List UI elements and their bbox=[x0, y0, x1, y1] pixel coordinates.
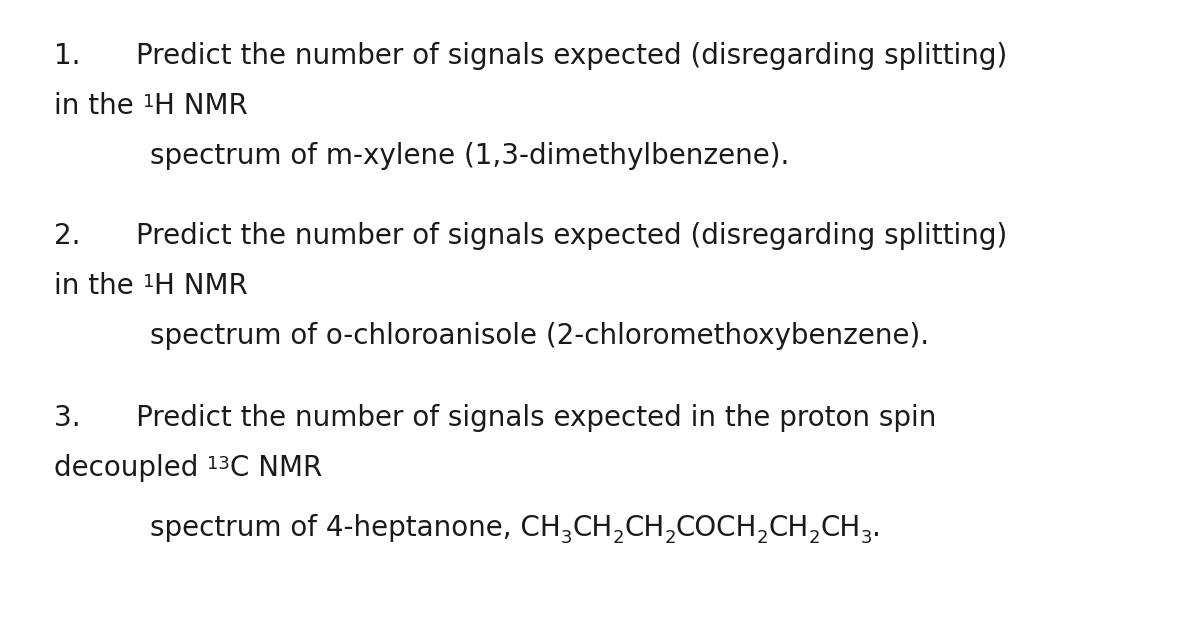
Text: 2.  Predict the number of signals expected (disregarding splitting): 2. Predict the number of signals expecte… bbox=[54, 222, 1007, 250]
Text: H NMR: H NMR bbox=[154, 92, 247, 120]
Text: in the: in the bbox=[54, 272, 143, 300]
Text: 3: 3 bbox=[860, 529, 872, 547]
Text: 2: 2 bbox=[665, 529, 676, 547]
Text: 3: 3 bbox=[560, 529, 572, 547]
Text: 2: 2 bbox=[612, 529, 624, 547]
Text: CH: CH bbox=[572, 514, 612, 542]
Text: 13: 13 bbox=[208, 455, 230, 473]
Text: 2: 2 bbox=[809, 529, 821, 547]
Text: CH: CH bbox=[821, 514, 860, 542]
Text: COCH: COCH bbox=[676, 514, 757, 542]
Text: 1.  Predict the number of signals expected (disregarding splitting): 1. Predict the number of signals expecte… bbox=[54, 42, 1007, 70]
Text: decoupled: decoupled bbox=[54, 454, 208, 482]
Text: 3.  Predict the number of signals expected in the proton spin: 3. Predict the number of signals expecte… bbox=[54, 404, 936, 432]
Text: C NMR: C NMR bbox=[230, 454, 323, 482]
Text: 1: 1 bbox=[143, 273, 154, 291]
Text: CH: CH bbox=[624, 514, 665, 542]
Text: 2: 2 bbox=[757, 529, 769, 547]
Text: 1: 1 bbox=[143, 93, 154, 111]
Text: CH: CH bbox=[769, 514, 809, 542]
Text: spectrum of 4-heptanone, CH: spectrum of 4-heptanone, CH bbox=[150, 514, 560, 542]
Text: in the: in the bbox=[54, 92, 143, 120]
Text: .: . bbox=[872, 514, 881, 542]
Text: spectrum of o-chloroanisole (2-chloromethoxybenzene).: spectrum of o-chloroanisole (2-chloromet… bbox=[150, 322, 929, 350]
Text: spectrum of m-xylene (1,3-dimethylbenzene).: spectrum of m-xylene (1,3-dimethylbenzen… bbox=[150, 142, 790, 170]
Text: H NMR: H NMR bbox=[154, 272, 247, 300]
